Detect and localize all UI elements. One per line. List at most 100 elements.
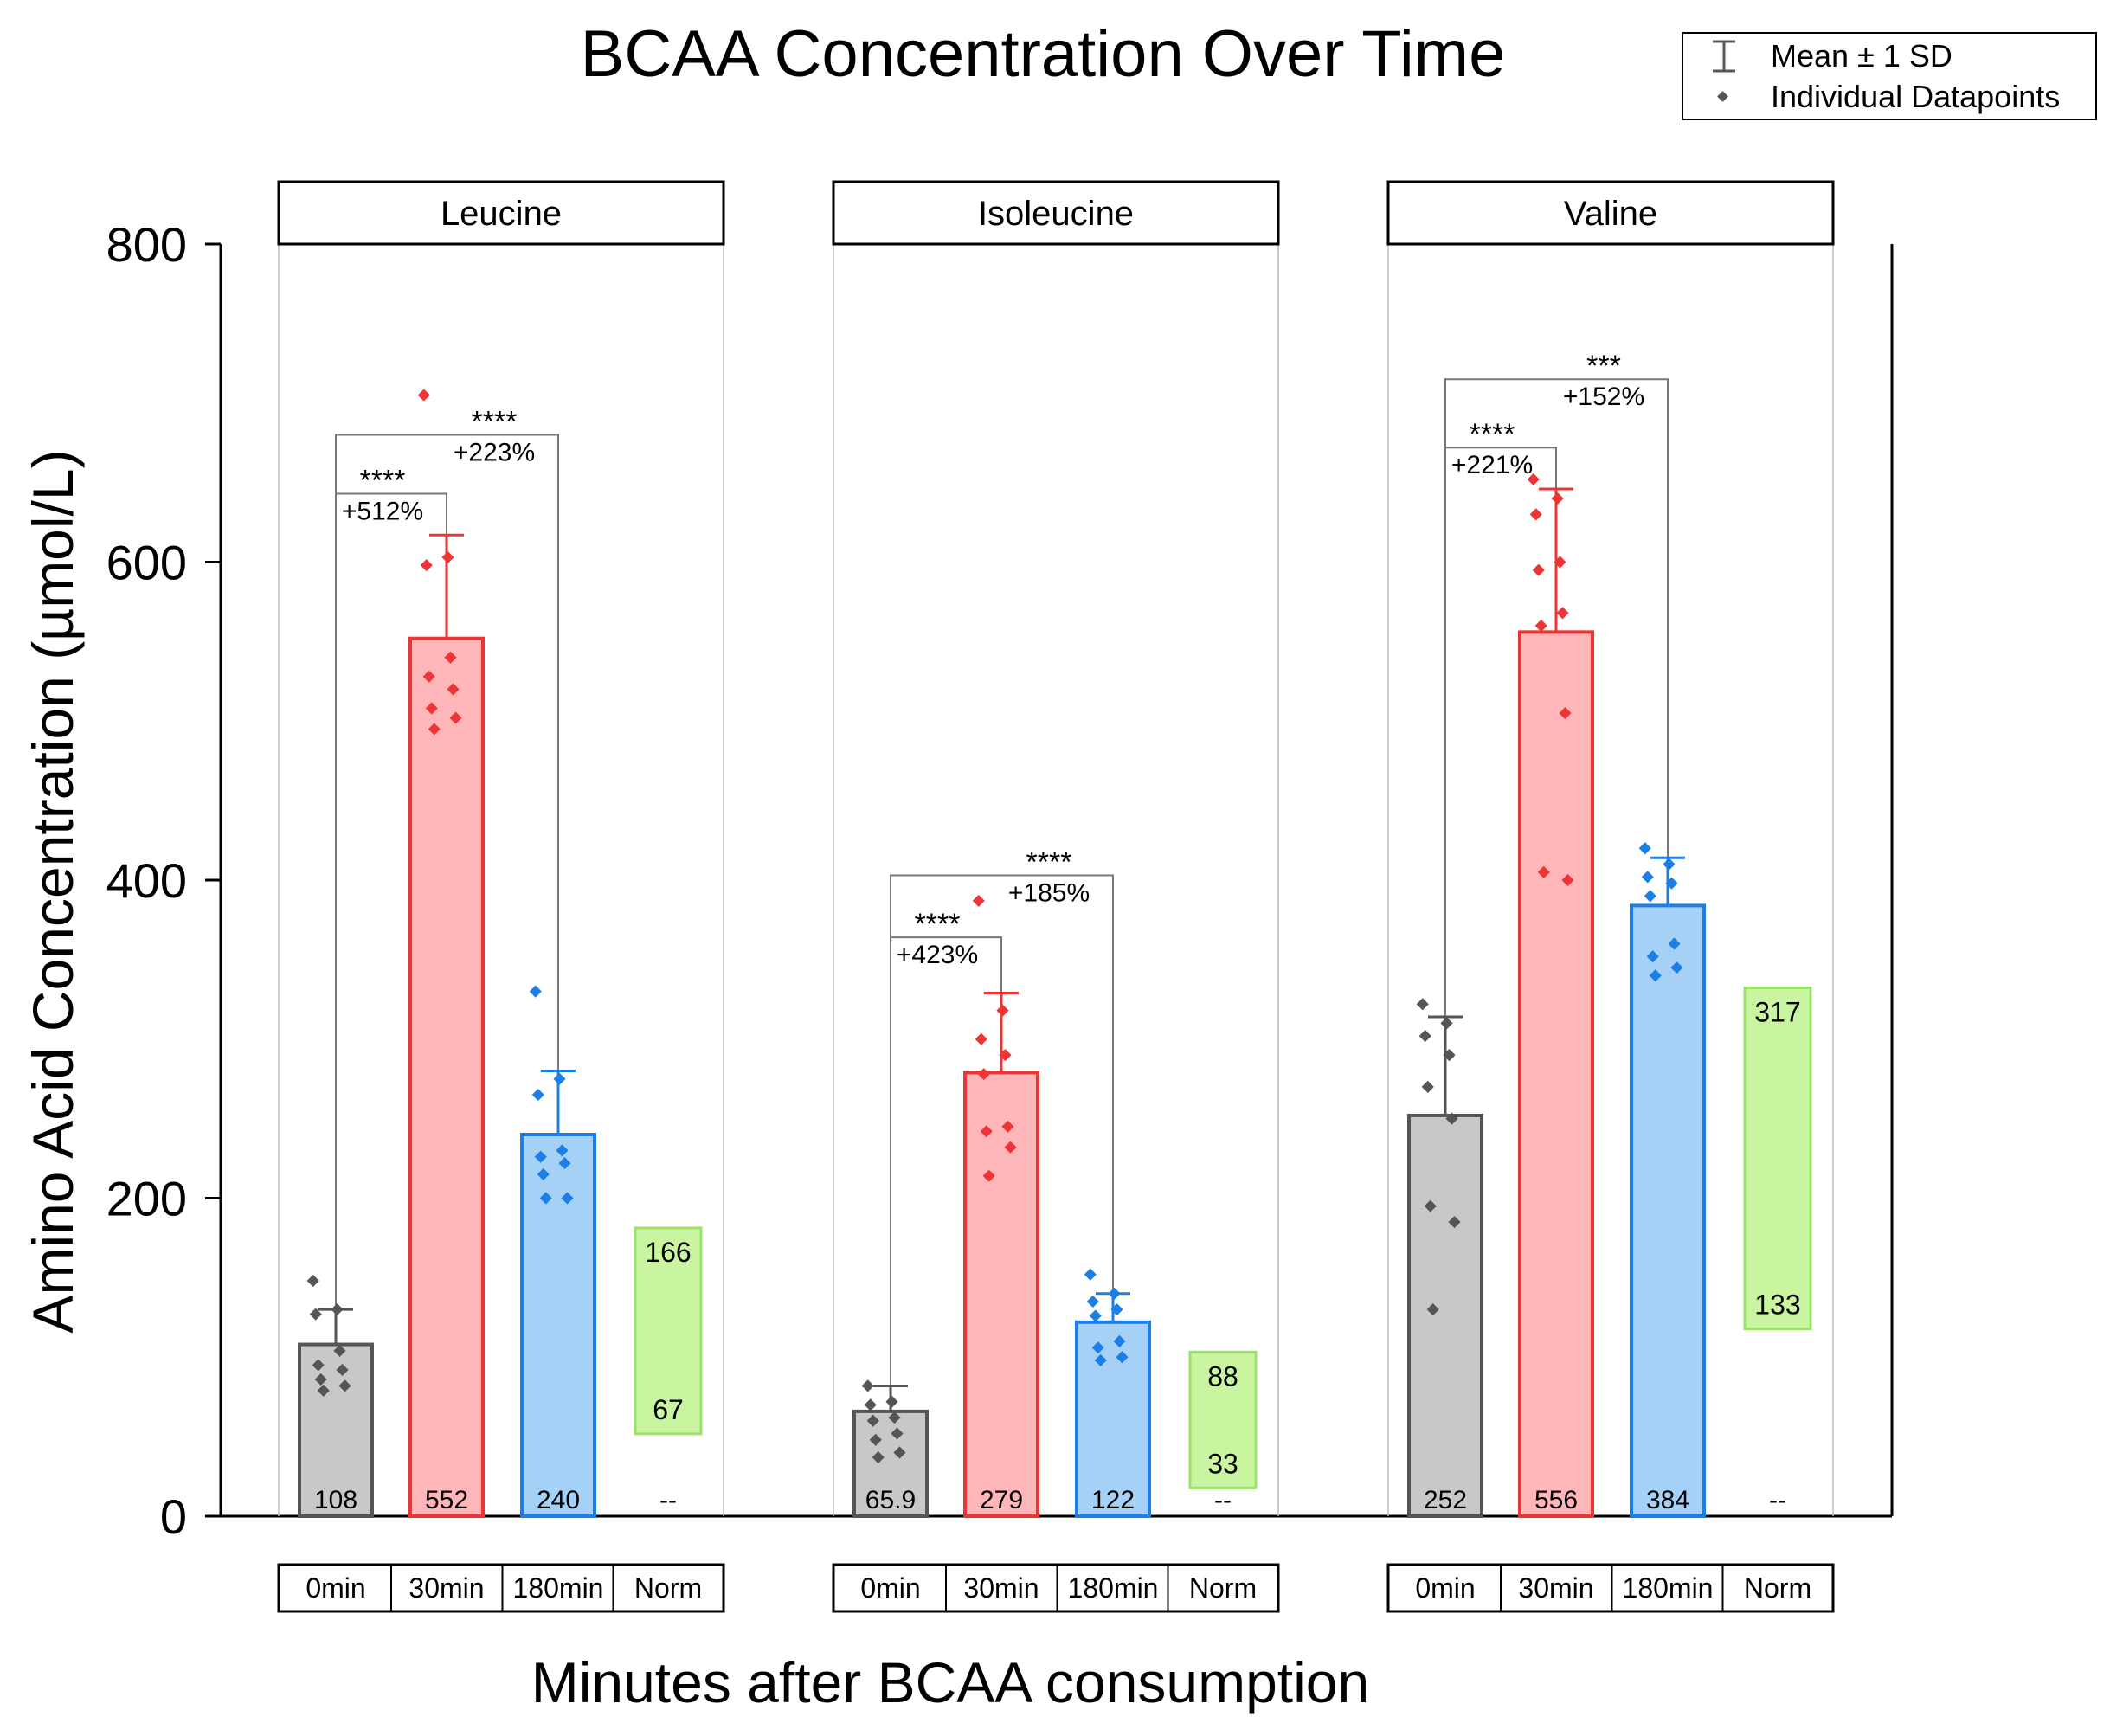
- datapoint: [1554, 556, 1566, 569]
- datapoint: [529, 985, 542, 998]
- datapoint: [1418, 1030, 1431, 1043]
- panel-header-box: [277, 180, 725, 246]
- significance-bracket: [890, 874, 1114, 1411]
- significance-stars: ****: [915, 908, 961, 941]
- datapoint: [1445, 1112, 1458, 1125]
- norm-value-label: --: [659, 1486, 677, 1514]
- category-label: 0min: [306, 1572, 365, 1604]
- datapoint: [333, 1344, 346, 1357]
- significance-percent: +185%: [1008, 878, 1090, 907]
- datapoint: [336, 1363, 349, 1377]
- category-label: 30min: [963, 1572, 1039, 1604]
- datapoint: [1670, 961, 1683, 974]
- datapoint: [534, 1150, 547, 1163]
- datapoint: [420, 559, 433, 572]
- bar-value-label: 552: [425, 1486, 468, 1514]
- datapoint: [1110, 1303, 1123, 1316]
- bar-30min: [1518, 630, 1594, 1518]
- datapoint: [1116, 1351, 1129, 1364]
- panel-valine: Valine 0min 30min 180min Norm ****+221% ***+15…: [1386, 180, 1835, 1613]
- datapoint: [312, 1359, 325, 1372]
- significance-stars: ****: [472, 406, 518, 439]
- datapoint: [977, 1068, 990, 1081]
- datapoint: [869, 1433, 882, 1446]
- bar-0min: [298, 1342, 374, 1519]
- datapoint: [553, 1072, 566, 1085]
- significance-stars: ***: [1586, 350, 1621, 383]
- significance-percent: +221%: [1451, 451, 1533, 479]
- datapoint: [1534, 619, 1547, 633]
- datapoint: [975, 1032, 987, 1045]
- significance-percent: +512%: [342, 497, 423, 525]
- significance-stars: ****: [1026, 845, 1072, 878]
- datapoint: [972, 894, 985, 907]
- x-axis-label: Minutes after BCAA consumption: [531, 1650, 1369, 1714]
- norm-range-box: [634, 1226, 703, 1436]
- datapoint: [1084, 1268, 1097, 1281]
- datapoint: [1649, 969, 1662, 982]
- datapoint: [861, 1379, 874, 1392]
- datapoint: [980, 1125, 993, 1138]
- bar-value-label: 122: [1091, 1486, 1135, 1514]
- datapoint: [999, 1049, 1012, 1062]
- norm-range-box: [1188, 1350, 1258, 1489]
- datapoint: [864, 1398, 877, 1411]
- bar-value-label: 65.9: [865, 1486, 916, 1514]
- category-label: Norm: [1189, 1572, 1257, 1604]
- norm-value-label: --: [1214, 1486, 1232, 1514]
- datapoint: [441, 550, 454, 564]
- datapoint: [561, 1192, 574, 1205]
- category-label: Norm: [634, 1572, 702, 1604]
- datapoint: [885, 1395, 898, 1408]
- datapoint: [1532, 563, 1545, 576]
- legend-entry-mean-sd: Mean ± 1 SD: [1771, 38, 1952, 74]
- datapoint: [1559, 706, 1572, 720]
- datapoint: [1448, 1215, 1461, 1229]
- norm-low-label: 133: [1754, 1289, 1800, 1321]
- datapoint: [1091, 1341, 1104, 1354]
- datapoint: [309, 1308, 322, 1321]
- category-label: 180min: [1623, 1572, 1714, 1604]
- bar-0min: [1407, 1113, 1483, 1518]
- bar-180min: [1630, 903, 1706, 1518]
- norm-high-label: 317: [1754, 997, 1800, 1028]
- datapoint: [1638, 842, 1651, 855]
- significance-bracket: [335, 434, 559, 1345]
- datapoint: [1644, 890, 1656, 903]
- datapoint: [893, 1446, 906, 1459]
- norm-low-label: 67: [653, 1394, 684, 1425]
- panel-header-box: [832, 180, 1280, 246]
- y-tick-label: 800: [106, 217, 187, 272]
- datapoint: [1001, 1120, 1014, 1133]
- datapoint: [539, 1192, 552, 1205]
- datapoint: [314, 1373, 327, 1386]
- datapoint: [449, 711, 462, 724]
- legend-box: [1682, 32, 2097, 120]
- datapoint: [1663, 858, 1676, 871]
- y-axis-label: Amino Acid Concentration (µmol/L): [21, 449, 85, 1333]
- datapoint: [1668, 937, 1681, 950]
- datapoint: [422, 670, 435, 683]
- bar-value-label: 384: [1646, 1486, 1689, 1514]
- category-label: 180min: [513, 1572, 604, 1604]
- datapoint: [1556, 607, 1569, 620]
- norm-low-label: 33: [1207, 1448, 1238, 1479]
- significance-stars: ****: [360, 464, 406, 497]
- category-label: Norm: [1744, 1572, 1811, 1604]
- bar-value-label: 279: [980, 1486, 1023, 1514]
- datapoint: [982, 1169, 995, 1182]
- datapoint: [447, 683, 460, 696]
- datapoint: [866, 1414, 879, 1427]
- legend: Mean ± 1 SD Individual Datapoints: [1682, 32, 2097, 120]
- datapoint: [531, 1088, 544, 1102]
- bar-value-label: 108: [314, 1486, 357, 1514]
- datapoint: [1440, 1017, 1453, 1030]
- datapoint: [317, 1384, 330, 1397]
- panel-label: Valine: [1564, 195, 1657, 233]
- category-label: 0min: [860, 1572, 920, 1604]
- category-strip: [832, 1563, 1280, 1613]
- datapoint: [1113, 1334, 1126, 1347]
- y-tick-label: 0: [160, 1489, 187, 1544]
- category-strip: [1386, 1563, 1835, 1613]
